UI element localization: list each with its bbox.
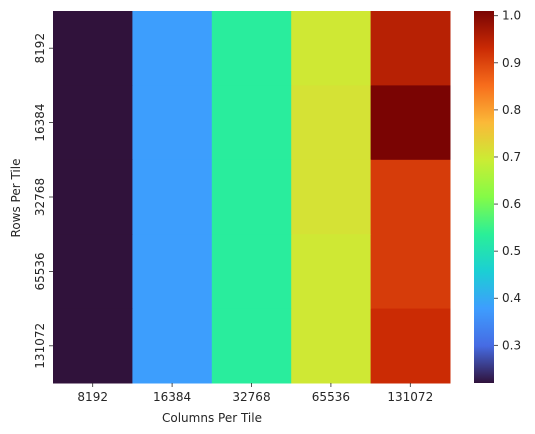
colorbar-tick-label: 0.4 [502,291,521,305]
heatmap-cell [53,85,133,160]
heatmap-cell [53,11,133,86]
heatmap-cell [291,11,371,86]
heatmap-cell [53,309,133,384]
x-tick-label: 32768 [232,390,270,404]
colorbar-tick-label: 0.6 [502,197,521,211]
heatmap-cell [212,309,292,384]
heatmap-cell [212,11,292,86]
colorbar [474,11,494,383]
heatmap-cell [291,234,371,309]
heatmap-cell [132,234,212,309]
heatmap-cell [212,160,292,235]
y-tick-label: 16384 [33,104,47,142]
heatmap-cell [53,234,133,309]
x-tick-label: 65536 [312,390,350,404]
heatmap-cell [371,11,451,86]
y-tick-label: 8192 [33,33,47,64]
heatmap-cells [53,11,451,384]
heatmap-cell [291,85,371,160]
x-axis-label: Columns Per Tile [162,411,262,425]
colorbar-tick-label: 1.0 [502,9,521,23]
x-tick-label: 16384 [153,390,191,404]
heatmap-cell [132,160,212,235]
colorbar-tick-label: 0.9 [502,56,521,70]
colorbar-tick-label: 0.5 [502,244,521,258]
heatmap-cell [132,309,212,384]
heatmap-cell [291,309,371,384]
heatmap-cell [212,234,292,309]
heatmap-cell [291,160,371,235]
x-tick-label: 131072 [387,390,433,404]
y-tick-label: 65536 [33,252,47,290]
y-axis-ticks: 8192 16384 32768 65536 131072 [33,33,53,369]
heatmap-cell [371,234,451,309]
colorbar-tick-label: 0.8 [502,103,521,117]
y-tick-label: 131072 [33,323,47,369]
colorbar-tick-label: 0.3 [502,338,521,352]
heatmap-cell [132,85,212,160]
heatmap-cell [371,85,451,160]
x-axis-ticks: 8192 16384 32768 65536 131072 [77,383,433,404]
heatmap-cell [212,85,292,160]
y-tick-label: 32768 [33,178,47,216]
colorbar-tick-label: 0.7 [502,150,521,164]
y-axis-label: Rows Per Tile [9,159,23,238]
heatmap-cell [53,160,133,235]
x-tick-label: 8192 [77,390,108,404]
heatmap-cell [371,160,451,235]
heatmap-cell [371,309,451,384]
colorbar-ticks: 0.3 0.4 0.5 0.6 0.7 0.8 0.9 1.0 [494,9,521,353]
heatmap-cell [132,11,212,86]
